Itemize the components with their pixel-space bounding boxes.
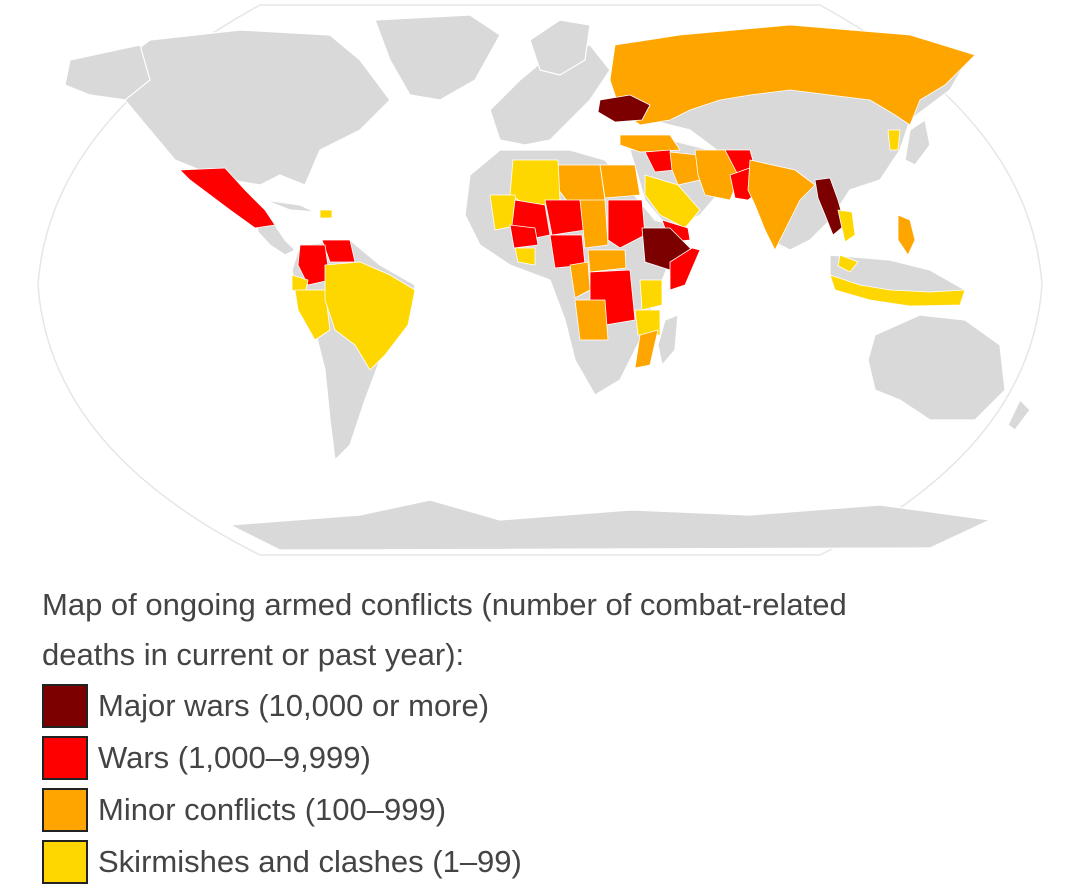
region-mexico[interactable]: [179, 167, 276, 229]
region-korea[interactable]: [887, 129, 901, 151]
legend-swatch-minor-conflicts: [42, 788, 88, 832]
region-ivory-coast[interactable]: [514, 247, 536, 266]
legend-swatch-wars: [42, 736, 88, 780]
legend-item-major-wars: Major wars (10,000 or more): [42, 680, 1042, 732]
world-map-svg: [37, 4, 1043, 556]
region-angola[interactable]: [574, 299, 609, 341]
region-malaysia[interactable]: [837, 254, 859, 273]
legend: Major wars (10,000 or more) Wars (1,000–…: [42, 680, 1042, 888]
region-haiti[interactable]: [319, 209, 333, 219]
legend-label-major-wars: Major wars (10,000 or more): [98, 688, 490, 723]
land-australia: [867, 314, 1006, 421]
region-kenya[interactable]: [639, 279, 663, 311]
region-indonesia[interactable]: [829, 274, 966, 307]
region-chad[interactable]: [579, 199, 609, 249]
land-caribbean: [264, 199, 316, 213]
region-philippines[interactable]: [897, 214, 916, 256]
region-car[interactable]: [587, 249, 627, 273]
land-alaska: [64, 44, 151, 101]
land-scandinavia: [529, 19, 591, 76]
caption-line-2: deaths in current or past year):: [42, 637, 465, 672]
region-tanzania[interactable]: [634, 309, 661, 336]
region-russia[interactable]: [609, 24, 976, 126]
legend-swatch-major-wars: [42, 684, 88, 728]
region-thailand[interactable]: [837, 209, 856, 243]
legend-label-minor-conflicts: Minor conflicts (100–999): [98, 792, 447, 827]
map-caption: Map of ongoing armed conflicts (number o…: [42, 580, 1042, 680]
land-madagascar: [657, 314, 679, 366]
region-iraq[interactable]: [669, 151, 701, 186]
legend-label-skirmishes: Skirmishes and clashes (1–99): [98, 844, 522, 879]
region-colombia[interactable]: [297, 244, 331, 286]
region-niger[interactable]: [544, 199, 586, 236]
region-somalia[interactable]: [669, 247, 701, 291]
world-map: [30, 0, 1050, 560]
land-antarctica: [229, 499, 991, 551]
region-mozambique[interactable]: [634, 329, 659, 369]
region-india[interactable]: [747, 159, 816, 251]
legend-label-wars: Wars (1,000–9,999): [98, 740, 371, 775]
legend-swatch-skirmishes: [42, 840, 88, 884]
region-ukraine[interactable]: [597, 94, 651, 123]
land-north-america: [109, 29, 391, 186]
caption-line-1: Map of ongoing armed conflicts (number o…: [42, 587, 847, 622]
region-brazil[interactable]: [324, 261, 416, 371]
legend-item-minor-conflicts: Minor conflicts (100–999): [42, 784, 1042, 836]
region-sudan[interactable]: [607, 199, 646, 249]
conflict-regions: [179, 24, 976, 371]
land-japan: [904, 119, 931, 166]
region-peru[interactable]: [294, 289, 331, 341]
region-burkina-faso[interactable]: [509, 224, 539, 249]
region-myanmar[interactable]: [814, 177, 846, 236]
land-greenland: [374, 14, 501, 101]
land-new-zealand: [1007, 399, 1031, 431]
legend-item-wars: Wars (1,000–9,999): [42, 732, 1042, 784]
legend-item-skirmishes: Skirmishes and clashes (1–99): [42, 836, 1042, 888]
region-venezuela[interactable]: [321, 239, 356, 263]
region-egypt[interactable]: [599, 164, 641, 199]
